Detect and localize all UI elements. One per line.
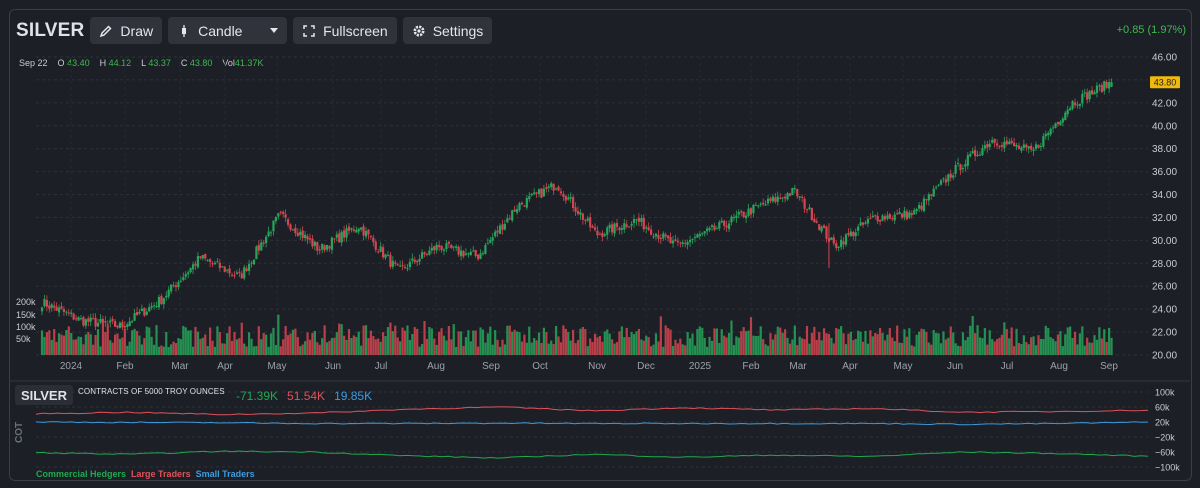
legend-commercial: Commercial Hedgers [36, 469, 127, 479]
draw-label: Draw [120, 22, 154, 39]
price-change: +0.85 (1.97%) [1116, 24, 1186, 36]
toolbar: SILVER Draw Candle Fullscreen Settings [16, 17, 498, 44]
ohlc-open-label: O [57, 58, 65, 68]
cot-symbol-label: SILVER [15, 385, 73, 405]
chart-type-label: Candle [198, 22, 243, 39]
cot-values: -71.39K 51.54K 19.85K [236, 389, 372, 403]
ohlc-legend: Sep 22 O 43.40 H 44.12 L 43.37 C 43.80 V… [19, 58, 263, 68]
candlestick-icon [182, 24, 187, 37]
chart-type-select[interactable]: Candle [168, 17, 288, 44]
legend-small: Small Traders [195, 469, 255, 479]
legend-large: Large Traders [131, 469, 191, 479]
cot-title: CONTRACTS OF 5000 TROY OUNCES [78, 387, 225, 396]
chart-frame [9, 9, 1192, 481]
ohlc-low: 43.37 [148, 58, 171, 68]
ohlc-close: 43.80 [189, 58, 213, 68]
draw-button[interactable]: Draw [90, 17, 163, 44]
ohlc-volume-label: Vol [222, 58, 235, 68]
ohlc-date: Sep 22 [19, 58, 48, 68]
symbol-label: SILVER [16, 19, 85, 41]
cot-axis-label: COT [14, 421, 25, 443]
fullscreen-label: Fullscreen [323, 22, 388, 39]
gear-icon [413, 25, 425, 36]
ohlc-open: 43.40 [67, 58, 90, 68]
cot-large-value: 51.54K [287, 389, 326, 403]
pencil-icon [100, 24, 112, 37]
settings-label: Settings [432, 22, 484, 39]
ohlc-volume: 41.37K [234, 58, 264, 68]
ohlc-high: 44.12 [108, 58, 132, 68]
chevron-down-icon [270, 28, 279, 33]
fullscreen-button[interactable]: Fullscreen [293, 17, 397, 44]
cot-legend: Commercial Hedgers Large Traders Small T… [36, 469, 255, 479]
ohlc-close-label: C [180, 58, 188, 68]
cot-commercial-value: -71.39K [236, 389, 279, 403]
ohlc-high-label: H [99, 58, 107, 68]
cot-small-value: 19.85K [334, 389, 373, 403]
fullscreen-icon [303, 24, 315, 37]
ohlc-low-label: L [141, 58, 146, 68]
settings-button[interactable]: Settings [402, 17, 493, 44]
